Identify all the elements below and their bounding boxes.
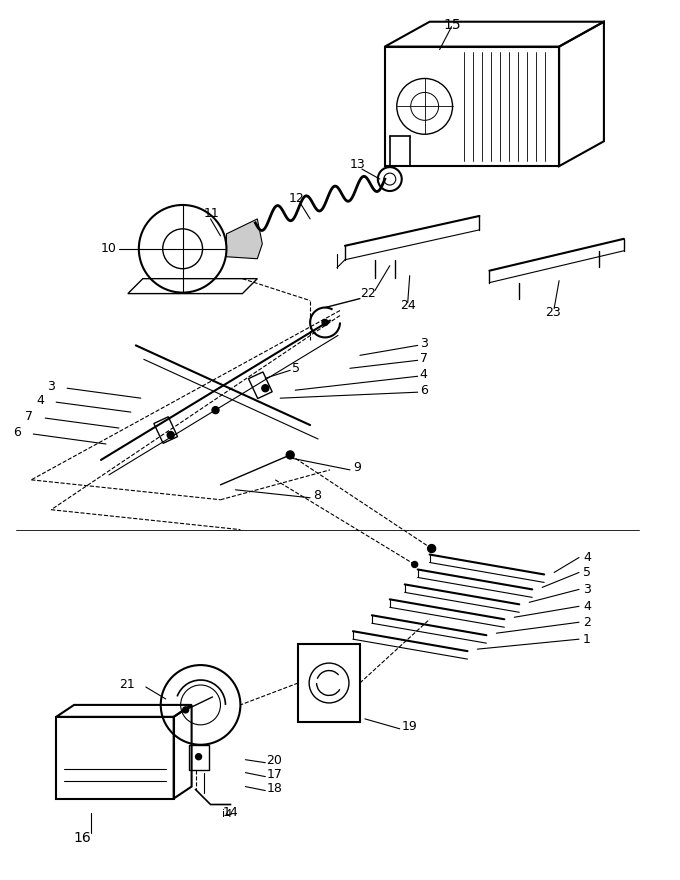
Text: 10: 10	[101, 242, 117, 255]
Circle shape	[286, 451, 294, 459]
Circle shape	[167, 431, 174, 438]
Circle shape	[322, 319, 328, 326]
Text: 3: 3	[47, 380, 55, 392]
Text: 15: 15	[444, 18, 461, 32]
Text: 21: 21	[119, 678, 135, 692]
Text: 4: 4	[583, 600, 591, 612]
Text: 19: 19	[402, 721, 418, 733]
Text: 11: 11	[203, 208, 220, 220]
Text: 22: 22	[360, 287, 375, 300]
Text: 3: 3	[583, 583, 591, 596]
Polygon shape	[226, 219, 262, 259]
Text: 24: 24	[400, 299, 415, 312]
Circle shape	[262, 385, 269, 392]
Text: 18: 18	[267, 782, 282, 795]
Text: i4: i4	[222, 810, 233, 819]
Text: 23: 23	[545, 306, 561, 319]
Text: 4: 4	[36, 393, 44, 407]
Circle shape	[411, 561, 418, 568]
Text: 1: 1	[583, 633, 591, 646]
Circle shape	[428, 545, 436, 553]
Text: 13: 13	[350, 158, 366, 171]
Circle shape	[212, 407, 219, 414]
Text: 4: 4	[420, 368, 428, 381]
Text: 20: 20	[267, 754, 282, 767]
Text: 9: 9	[353, 461, 361, 474]
Text: 2: 2	[583, 616, 591, 628]
Text: 14: 14	[222, 806, 238, 819]
Text: 6: 6	[420, 384, 428, 397]
Text: 5: 5	[583, 566, 591, 579]
Text: 16: 16	[73, 832, 91, 846]
Text: 7: 7	[25, 409, 33, 422]
Text: 3: 3	[420, 337, 428, 350]
Circle shape	[196, 753, 201, 759]
Text: 5: 5	[292, 362, 300, 375]
Text: 12: 12	[288, 193, 304, 206]
Text: 6: 6	[14, 426, 21, 438]
Text: 7: 7	[420, 352, 428, 365]
Text: 17: 17	[267, 768, 282, 781]
Text: 8: 8	[313, 489, 321, 502]
Text: 4: 4	[583, 551, 591, 564]
Circle shape	[183, 707, 188, 713]
